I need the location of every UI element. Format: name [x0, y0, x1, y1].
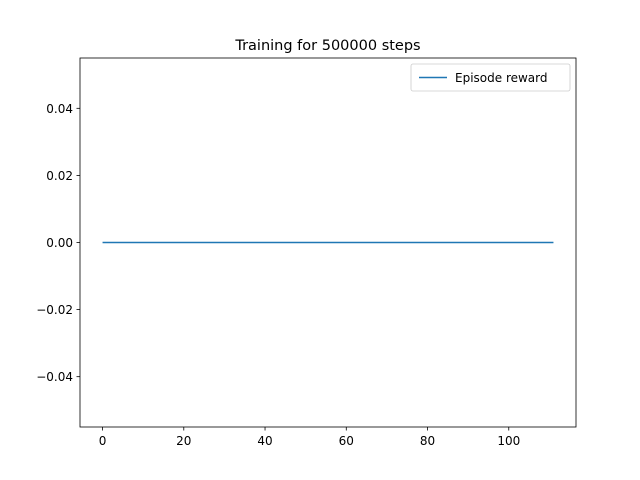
x-tick-label-2: 40: [257, 434, 272, 448]
x-tick-label-1: 20: [176, 434, 191, 448]
plot-area: 0 20 40 60 80 100 −0.04 −0.02 0.00 0.02 0.04 Episod…: [36, 57, 577, 448]
legend-label-0: Episode reward: [455, 71, 548, 85]
y-tick-label-0: −0.04: [36, 370, 73, 384]
x-tick-label-0: 0: [99, 434, 107, 448]
y-tick-label-3: 0.02: [46, 169, 73, 183]
x-tick-label-4: 80: [420, 434, 435, 448]
chart-title: Training for 500000 steps: [234, 38, 420, 54]
x-tick-label-5: 100: [497, 434, 520, 448]
y-tick-label-1: −0.02: [36, 303, 73, 317]
legend-box: [410, 63, 571, 92]
y-tick-label-4: 0.04: [46, 102, 73, 116]
y-tick-label-2: 0.00: [46, 236, 73, 250]
legend: Episode reward: [410, 63, 571, 92]
x-tick-label-3: 60: [339, 434, 354, 448]
